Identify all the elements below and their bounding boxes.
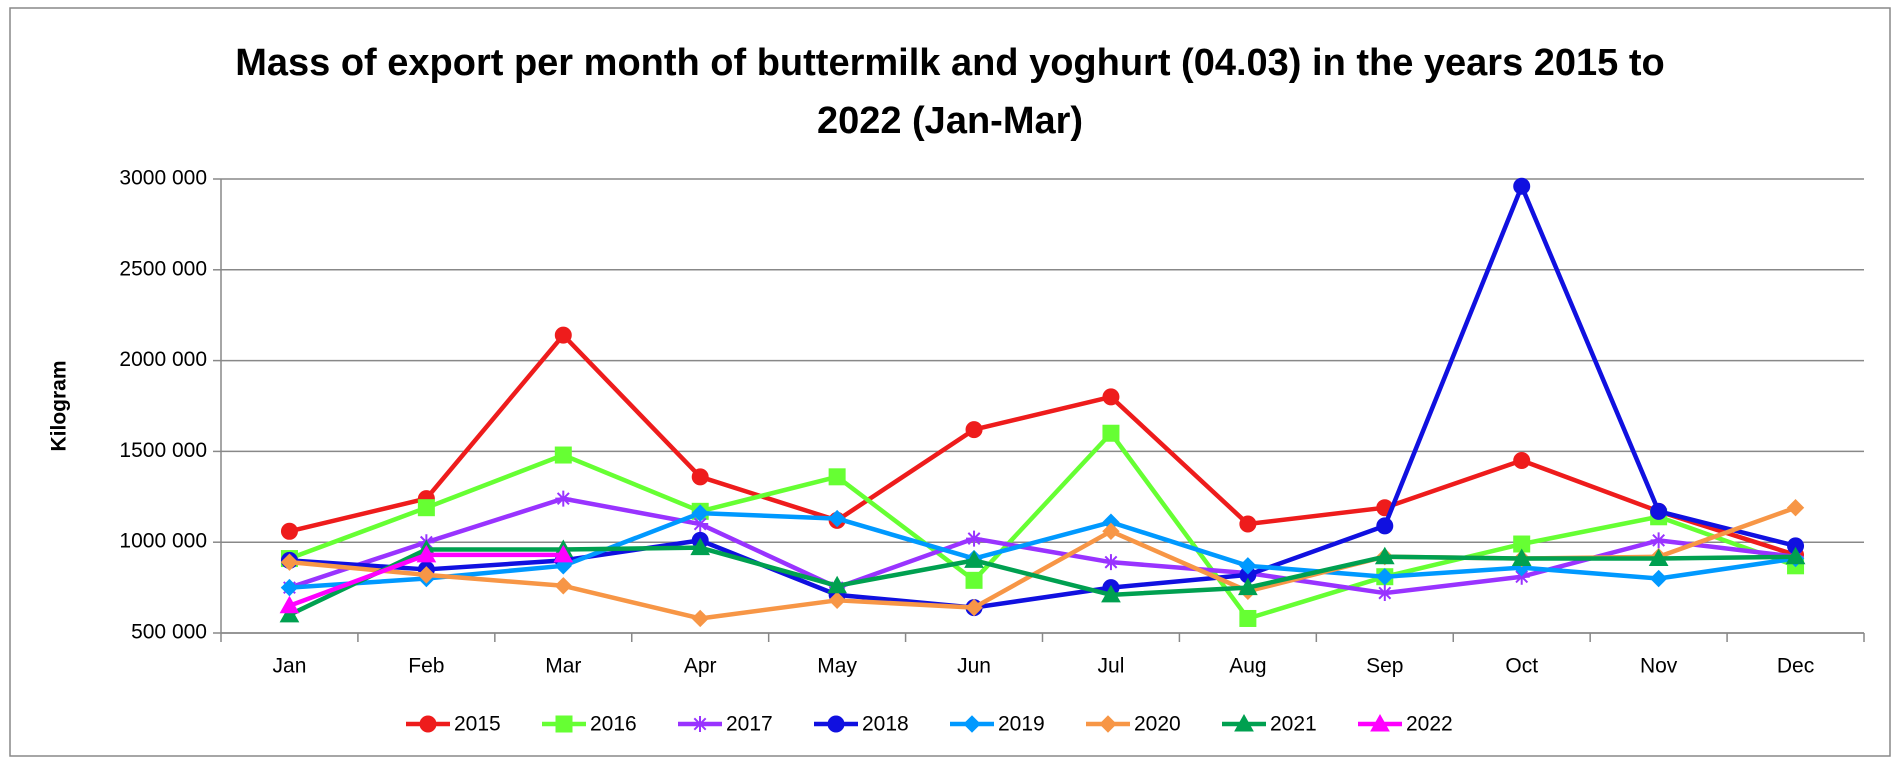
x-tick-label: Oct (1505, 655, 1538, 678)
legend-label: 2015 (454, 713, 501, 736)
data-point (1649, 569, 1668, 588)
data-point (1102, 424, 1120, 442)
data-point (280, 553, 299, 571)
legend-label: 2020 (1134, 713, 1181, 736)
data-point (691, 468, 709, 486)
series-line (288, 332, 1797, 558)
data-point (1101, 584, 1121, 603)
data-point (1376, 585, 1393, 602)
data-point (279, 604, 300, 623)
y-axis-label: Kilogram (48, 360, 71, 451)
data-point (965, 571, 983, 589)
series-line (288, 545, 1796, 617)
data-point (1513, 177, 1531, 195)
data-point (1238, 577, 1258, 596)
chart-title: Mass of export per month of buttermilk a… (235, 42, 1665, 142)
x-tick-label: Jul (1098, 655, 1125, 678)
data-point (417, 499, 435, 517)
data-point (828, 468, 846, 486)
data-point (1102, 388, 1120, 406)
data-point (1102, 554, 1119, 571)
series-line (288, 430, 1797, 621)
data-point (279, 595, 300, 614)
data-point (966, 530, 983, 547)
data-point (965, 598, 983, 617)
legend-marker (1370, 713, 1390, 732)
data-point (1650, 502, 1668, 520)
x-tick-label: Jun (957, 655, 991, 678)
data-point (554, 446, 572, 464)
data-point (692, 516, 709, 533)
data-point (1239, 557, 1257, 575)
data-point (1513, 568, 1530, 585)
data-point (691, 504, 709, 522)
data-point (1513, 451, 1531, 469)
x-tick-label: May (817, 655, 857, 678)
data-point (828, 509, 846, 528)
x-tick-label: Mar (545, 655, 581, 678)
legend-label: 2016 (590, 713, 637, 736)
y-tick-label: 500 000 (131, 621, 207, 644)
x-tick-label: Jan (273, 655, 307, 678)
x-tick-label: Aug (1229, 655, 1266, 678)
data-point (1650, 532, 1667, 549)
legend-marker (1234, 713, 1254, 732)
x-tick-label: Feb (408, 655, 444, 678)
data-point (690, 537, 711, 556)
legend-label: 2017 (726, 713, 773, 736)
data-point (1786, 498, 1805, 517)
data-point (555, 490, 572, 507)
data-point (1374, 546, 1395, 565)
data-point (554, 577, 572, 595)
data-point (1239, 609, 1257, 627)
legend-marker (555, 715, 573, 733)
data-point (691, 609, 709, 628)
data-point (1785, 546, 1806, 565)
legend-label: 2021 (1270, 713, 1317, 736)
data-point (1239, 515, 1257, 533)
legend-marker (963, 715, 981, 733)
legend-marker (1099, 715, 1117, 733)
legend-label: 2022 (1406, 713, 1453, 736)
data-point (1648, 548, 1669, 567)
data-point (1376, 567, 1394, 586)
y-tick-label: 3000 000 (119, 167, 207, 190)
data-point (965, 421, 983, 439)
series-line (289, 510, 1796, 590)
x-tick-label: Apr (684, 655, 717, 678)
y-tick-label: 2000 000 (119, 348, 207, 371)
data-point (280, 522, 298, 540)
data-point (964, 550, 984, 568)
y-tick-label: 1500 000 (119, 439, 207, 462)
legend-marker (827, 715, 845, 733)
legend-marker (692, 716, 708, 732)
series-line (289, 184, 1797, 610)
data-point (827, 575, 847, 594)
data-point (1102, 522, 1120, 541)
data-point (280, 578, 299, 597)
y-tick-label: 1000 000 (119, 530, 207, 553)
x-tick-label: Nov (1640, 655, 1678, 678)
x-tick-label: Dec (1777, 655, 1814, 678)
data-point (417, 566, 436, 584)
x-tick-label: Sep (1366, 655, 1403, 678)
data-point (554, 326, 572, 344)
data-point (416, 544, 437, 563)
legend-label: 2019 (998, 713, 1045, 736)
chart-frame (9, 7, 1891, 757)
data-point (1511, 548, 1532, 567)
legend-label: 2018 (862, 713, 909, 736)
data-point (1376, 517, 1394, 535)
data-point (828, 591, 846, 610)
y-tick-label: 2500 000 (119, 257, 207, 280)
legend-marker (419, 715, 437, 733)
data-point (553, 544, 574, 563)
